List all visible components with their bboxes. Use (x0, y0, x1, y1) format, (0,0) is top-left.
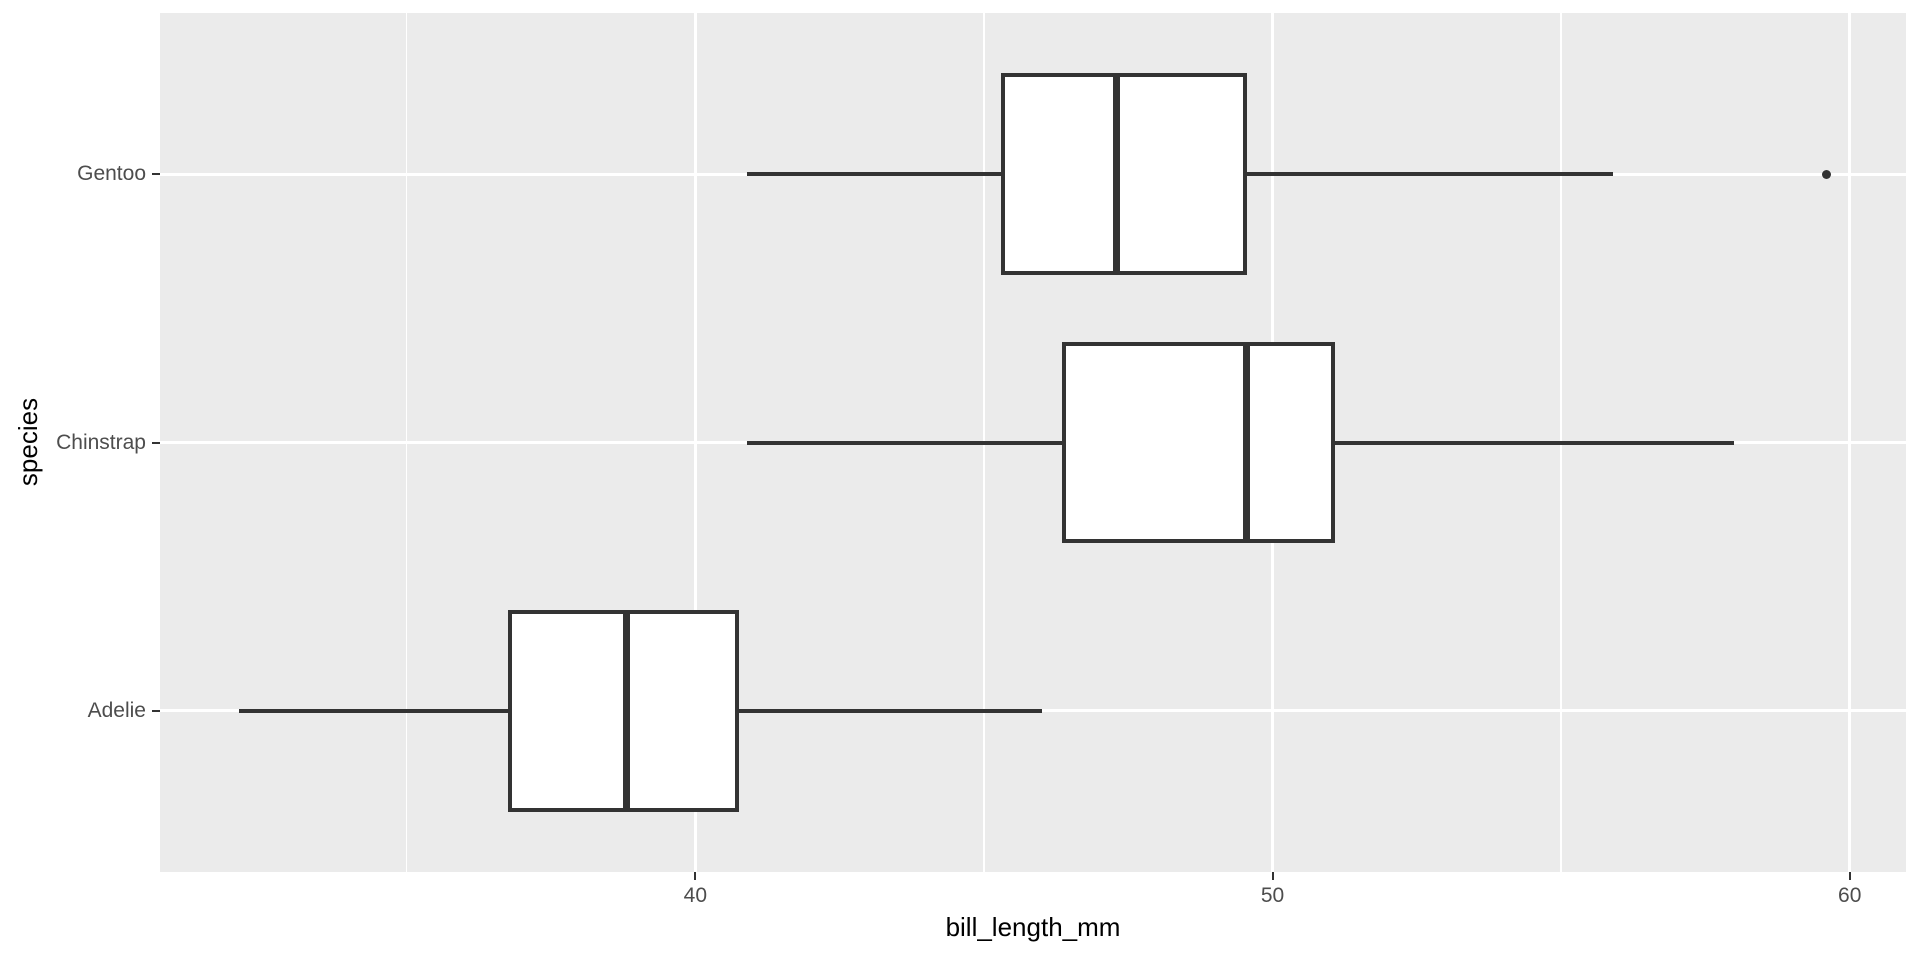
y-tick-mark (152, 441, 160, 444)
boxplot-box (1061, 341, 1335, 544)
x-axis-title: bill_length_mm (945, 912, 1121, 942)
whisker-lower (747, 440, 1062, 445)
x-tick-label: 40 (683, 884, 708, 907)
y-tick-label: Chinstrap (56, 430, 146, 454)
boxplot-median (1113, 77, 1121, 271)
y-tick-mark (152, 709, 160, 712)
x-tick-mark (1271, 872, 1274, 880)
y-tick-label: Gentoo (77, 162, 146, 186)
whisker-upper (1334, 440, 1735, 445)
whisker-upper (738, 708, 1042, 713)
y-tick-label: Adelie (87, 698, 146, 722)
whisker-lower (239, 708, 508, 713)
x-tick-label: 60 (1838, 884, 1862, 907)
outlier-point (1822, 169, 1832, 179)
x-tick-mark (1848, 872, 1851, 880)
boxplot-median (622, 614, 630, 808)
x-tick-label: 50 (1260, 884, 1285, 907)
boxplot-median (1243, 345, 1251, 540)
whisker-lower (747, 172, 1002, 177)
whisker-upper (1246, 172, 1614, 177)
y-tick-mark (152, 173, 160, 176)
x-tick-mark (694, 872, 697, 880)
boxplot-box (1001, 73, 1247, 275)
